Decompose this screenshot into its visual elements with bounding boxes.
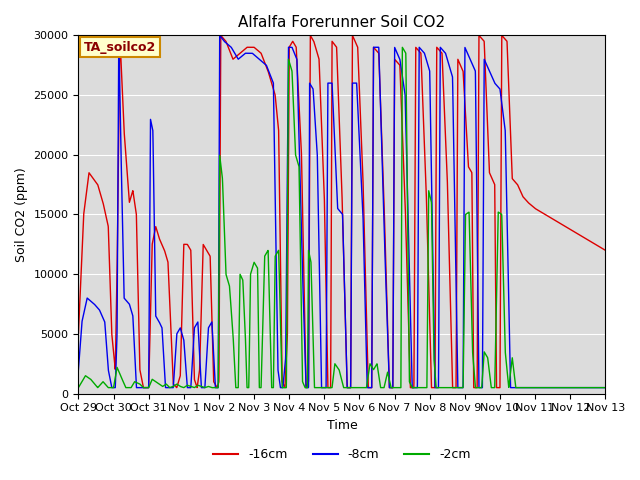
-16cm bbox=[490, 180, 498, 186]
-8cm bbox=[75, 367, 83, 372]
-8cm bbox=[460, 216, 468, 222]
-2cm bbox=[460, 332, 468, 338]
-8cm bbox=[601, 385, 609, 391]
-2cm bbox=[490, 385, 497, 391]
Line: -2cm: -2cm bbox=[79, 48, 605, 388]
-2cm bbox=[75, 385, 83, 391]
-16cm bbox=[601, 247, 609, 253]
Line: -8cm: -8cm bbox=[79, 36, 605, 388]
-8cm bbox=[602, 385, 609, 391]
-16cm bbox=[323, 289, 330, 295]
-8cm bbox=[490, 78, 498, 84]
-8cm bbox=[323, 362, 330, 368]
-16cm bbox=[140, 385, 147, 391]
Title: Alfalfa Forerunner Soil CO2: Alfalfa Forerunner Soil CO2 bbox=[238, 15, 445, 30]
-2cm bbox=[431, 365, 438, 371]
Y-axis label: Soil CO2 (ppm): Soil CO2 (ppm) bbox=[15, 167, 28, 262]
-8cm bbox=[216, 33, 223, 38]
-8cm bbox=[170, 385, 177, 391]
-2cm bbox=[169, 384, 177, 389]
-16cm bbox=[460, 84, 468, 90]
-2cm bbox=[601, 385, 609, 391]
-8cm bbox=[108, 385, 116, 391]
Legend: -16cm, -8cm, -2cm: -16cm, -8cm, -2cm bbox=[208, 443, 476, 466]
Line: -16cm: -16cm bbox=[79, 36, 605, 388]
-16cm bbox=[170, 380, 177, 386]
-16cm bbox=[75, 331, 83, 337]
-8cm bbox=[431, 373, 438, 379]
-2cm bbox=[399, 45, 406, 50]
-16cm bbox=[602, 247, 609, 253]
-16cm bbox=[431, 385, 438, 391]
-16cm bbox=[349, 33, 356, 38]
-2cm bbox=[602, 385, 609, 391]
-2cm bbox=[322, 385, 330, 391]
X-axis label: Time: Time bbox=[326, 419, 357, 432]
Text: TA_soilco2: TA_soilco2 bbox=[84, 41, 156, 54]
